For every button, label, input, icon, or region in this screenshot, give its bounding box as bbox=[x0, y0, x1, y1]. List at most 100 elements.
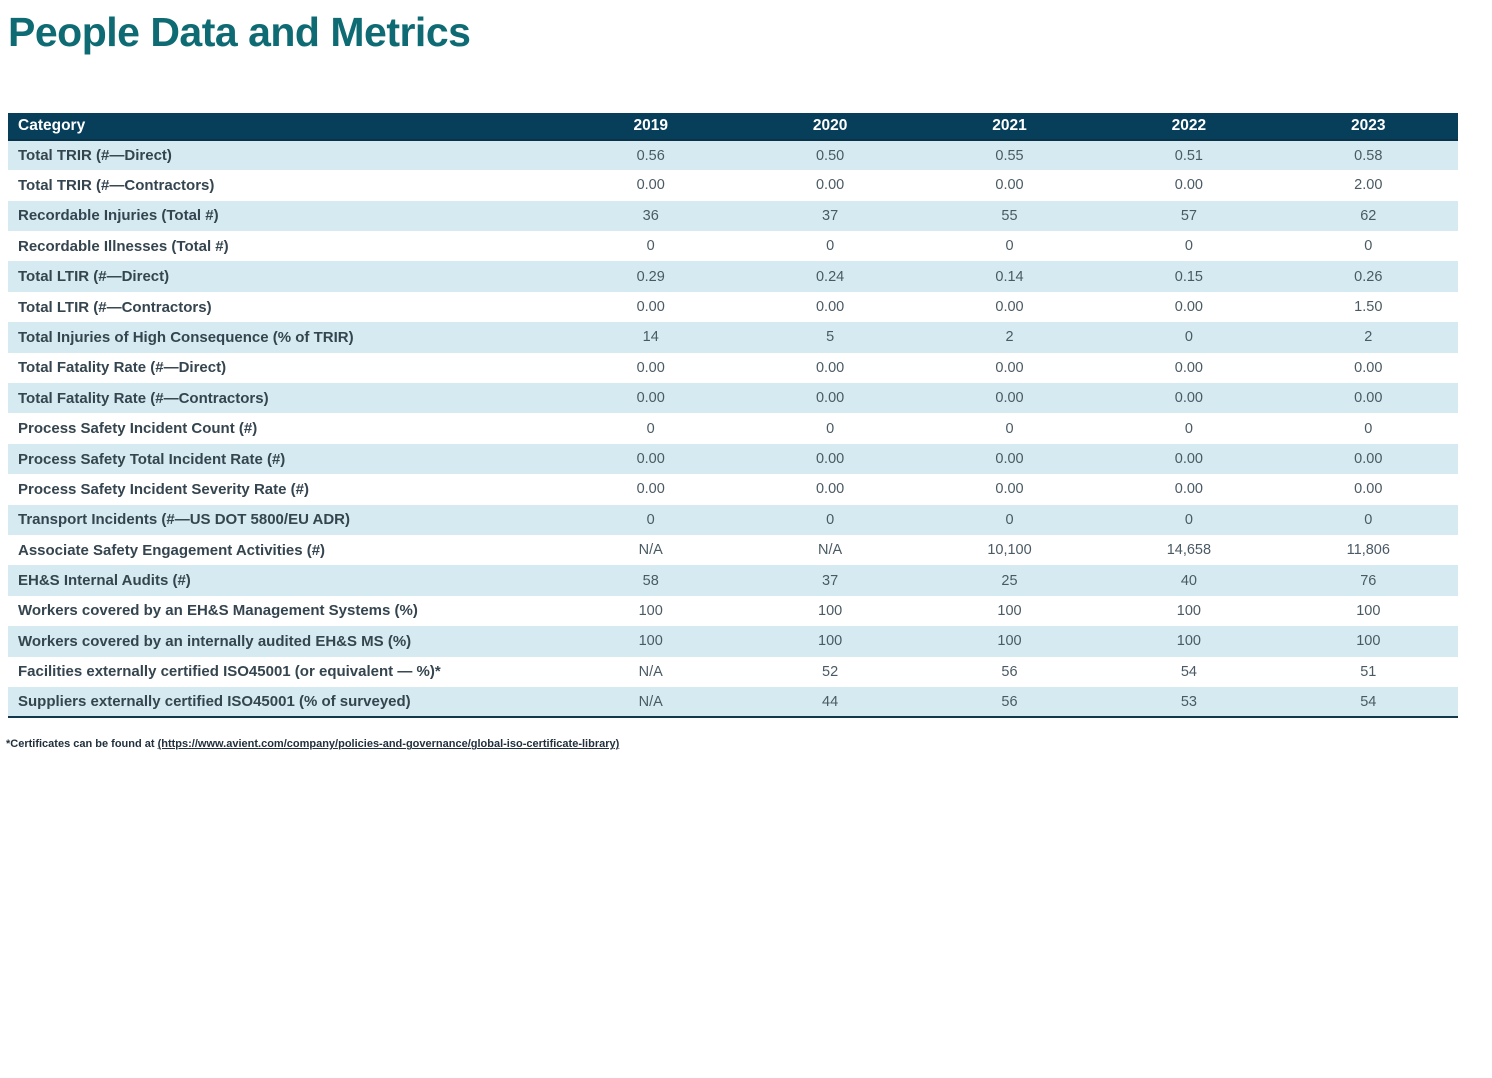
value-cell: 100 bbox=[1176, 633, 1201, 650]
value-cell: 0.00 bbox=[1174, 451, 1203, 467]
value-cell: 0.29 bbox=[636, 268, 665, 285]
value-cell: 0 bbox=[646, 420, 655, 437]
value-cell: 0.00 bbox=[995, 481, 1024, 498]
value-cell: 44 bbox=[822, 693, 839, 710]
row-label: Total LTIR (#—Contractors) bbox=[18, 298, 212, 316]
value-cell: 0 bbox=[1005, 420, 1014, 437]
value-cell: 58 bbox=[642, 572, 659, 589]
value-cell: N/A bbox=[638, 542, 663, 559]
value-cell: 100 bbox=[1176, 602, 1201, 619]
value-cell: 0.00 bbox=[636, 177, 665, 194]
value-cell: 100 bbox=[1356, 602, 1381, 619]
table-row: EH&S Internal Audits (#) 58 37 25 40 76 bbox=[8, 565, 1458, 596]
value-cell: 5 bbox=[826, 329, 835, 346]
row-label: Recordable Injuries (Total #) bbox=[18, 207, 219, 225]
value-cell: 57 bbox=[1180, 207, 1197, 224]
table-row: Transport Incidents (#—US DOT 5800/EU AD… bbox=[8, 504, 1458, 535]
value-cell: 0 bbox=[1364, 511, 1373, 528]
value-cell: 51 bbox=[1360, 663, 1377, 680]
value-cell: 0 bbox=[826, 238, 835, 255]
value-cell: 0.00 bbox=[815, 390, 845, 407]
row-label: Total Injuries of High Consequence (% of… bbox=[18, 328, 354, 346]
value-cell: 56 bbox=[1001, 663, 1018, 680]
value-cell: 0 bbox=[646, 511, 655, 528]
value-cell: 0 bbox=[646, 238, 655, 255]
value-cell: 25 bbox=[1001, 572, 1018, 589]
value-cell: 14,658 bbox=[1166, 542, 1212, 559]
value-cell: 55 bbox=[1001, 207, 1018, 224]
row-label: Workers covered by an EH&S Management Sy… bbox=[18, 602, 418, 620]
footnote-link[interactable]: (https://www.avient.com/company/policies… bbox=[157, 738, 620, 751]
table-row: Associate Safety Engagement Activities (… bbox=[8, 534, 1458, 566]
column-header-2021: 2021 bbox=[919, 112, 1100, 141]
row-label: Total TRIR (#—Direct) bbox=[18, 147, 172, 165]
row-label: Total Fatality Rate (#—Direct) bbox=[18, 359, 227, 377]
value-cell: 0 bbox=[1005, 238, 1014, 255]
table-row: Total Fatality Rate (#—Contractors) 0.00 0… bbox=[8, 383, 1458, 414]
page-title: People Data and Metrics bbox=[8, 9, 471, 55]
value-cell: 0.00 bbox=[995, 359, 1024, 376]
table-row: Total TRIR (#—Direct) 0.56 0.50 0.55 0.51 0.5… bbox=[8, 139, 1458, 171]
value-cell: 0 bbox=[1184, 238, 1193, 255]
value-cell: 2 bbox=[1364, 329, 1373, 346]
value-cell: 0.00 bbox=[636, 481, 665, 498]
value-cell: 100 bbox=[818, 633, 843, 650]
value-cell: 0.26 bbox=[1354, 268, 1383, 285]
value-cell: 2.00 bbox=[1354, 177, 1383, 194]
table-row: Suppliers externally certified ISO45001 … bbox=[8, 686, 1458, 718]
column-header-2020: 2020 bbox=[740, 112, 920, 141]
table-header-row: Category 2019 2020 2021 2022 2023 bbox=[8, 112, 1458, 141]
value-cell: N/A bbox=[638, 663, 663, 680]
value-cell: 52 bbox=[822, 663, 839, 680]
value-cell: 76 bbox=[1360, 572, 1377, 589]
value-cell: 37 bbox=[822, 572, 839, 589]
table-body: Total TRIR (#—Direct) 0.56 0.50 0.55 0.51 0.5… bbox=[8, 139, 1458, 718]
table-row: Total LTIR (#—Direct) 0.29 0.24 0.14 0.15 0.2… bbox=[8, 261, 1458, 292]
table-row: Total Fatality Rate (#—Direct) 0.00 0.00 0.… bbox=[8, 352, 1458, 384]
row-label: Total LTIR (#—Direct) bbox=[18, 268, 170, 286]
table-row: Total LTIR (#—Contractors) 0.00 0.00 0.00 0.… bbox=[8, 291, 1458, 323]
table-row: Process Safety Incident Count (#) 0 0 0 0 0 bbox=[8, 413, 1458, 444]
table-row: Facilities externally certified ISO45001… bbox=[8, 656, 1458, 687]
value-cell: 62 bbox=[1360, 207, 1377, 224]
value-cell: 0.00 bbox=[1174, 481, 1203, 498]
value-cell: 11,806 bbox=[1346, 542, 1390, 559]
column-header-2023: 2023 bbox=[1278, 112, 1458, 141]
people-data-metrics-table: Category 2019 2020 2021 2022 2023 Total … bbox=[8, 112, 1458, 719]
row-label: Workers covered by an internally audited… bbox=[18, 632, 412, 650]
value-cell: 2 bbox=[1005, 329, 1014, 346]
value-cell: 37 bbox=[822, 207, 839, 224]
value-cell: 0.00 bbox=[1354, 359, 1383, 376]
value-cell: 0.00 bbox=[1174, 390, 1203, 407]
value-cell: 0.51 bbox=[1174, 147, 1203, 164]
value-cell: 0 bbox=[1364, 238, 1373, 255]
value-cell: 0.00 bbox=[636, 390, 665, 407]
row-label: Recordable Illnesses (Total #) bbox=[18, 237, 229, 255]
row-label: Process Safety Incident Severity Rate (#… bbox=[18, 480, 309, 498]
value-cell: 0.50 bbox=[815, 147, 845, 164]
footnote-text: *Certificates can be found at bbox=[6, 738, 158, 751]
value-cell: 53 bbox=[1180, 693, 1197, 710]
value-cell: 100 bbox=[997, 633, 1022, 650]
value-cell: 36 bbox=[642, 207, 659, 224]
value-cell: 0.00 bbox=[1354, 481, 1383, 498]
value-cell: 0.00 bbox=[1354, 451, 1383, 467]
value-cell: 0 bbox=[1364, 420, 1373, 437]
value-cell: 0.00 bbox=[995, 390, 1024, 407]
value-cell: 0.58 bbox=[1354, 147, 1383, 164]
row-label: Total TRIR (#—Contractors) bbox=[18, 176, 215, 194]
value-cell: 10,100 bbox=[987, 542, 1032, 559]
value-cell: 0 bbox=[1184, 420, 1193, 437]
value-cell: 0.00 bbox=[1174, 177, 1203, 194]
row-label: EH&S Internal Audits (#) bbox=[18, 572, 191, 590]
table-row: Total Injuries of High Consequence (% of… bbox=[8, 322, 1458, 353]
row-label: Transport Incidents (#—US DOT 5800/EU AD… bbox=[18, 511, 351, 529]
value-cell: 56 bbox=[1001, 693, 1018, 710]
value-cell: 0.00 bbox=[1174, 359, 1203, 376]
value-cell: 0.00 bbox=[636, 359, 665, 376]
value-cell: 0.55 bbox=[995, 147, 1024, 164]
table-row: Total TRIR (#—Contractors) 0.00 0.00 0.00 0.… bbox=[8, 170, 1458, 201]
value-cell: 1.50 bbox=[1354, 299, 1383, 316]
value-cell: 0.00 bbox=[995, 451, 1024, 467]
value-cell: 0.56 bbox=[636, 147, 665, 164]
